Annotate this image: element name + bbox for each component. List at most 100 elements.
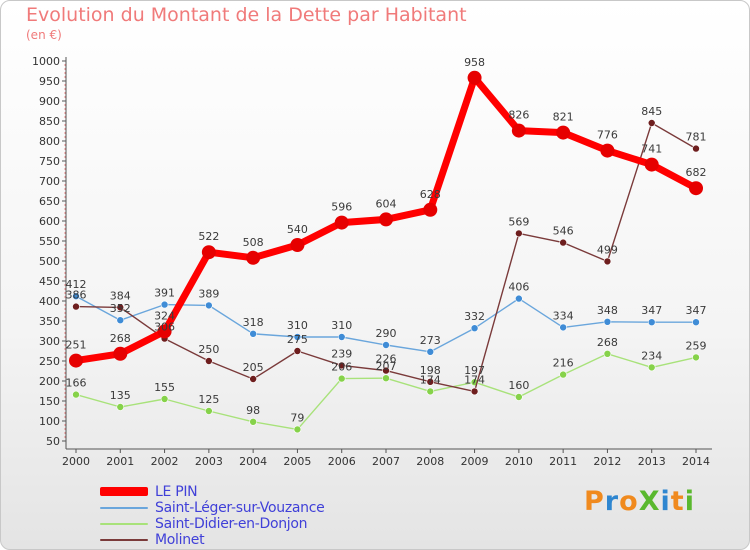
y-minor-tick [64, 188, 66, 190]
y-tick-label: 950 [39, 75, 60, 88]
data-point [603, 257, 612, 266]
y-minor-tick [64, 116, 66, 118]
y-tick-label: 250 [39, 355, 60, 368]
legend-swatch-saint-didier [100, 523, 148, 525]
y-tick-label: 750 [39, 155, 60, 168]
series-line-3 [75, 122, 697, 393]
logo-letter: o [619, 486, 639, 517]
data-label: 290 [376, 327, 397, 340]
data-label: 776 [597, 129, 618, 142]
y-minor-tick [64, 204, 66, 206]
data-label: 596 [331, 201, 352, 214]
data-point [647, 318, 656, 327]
data-point [467, 70, 482, 85]
y-minor-tick [64, 392, 66, 394]
y-minor-tick [64, 196, 66, 198]
data-point [337, 374, 346, 383]
y-minor-tick [64, 64, 66, 66]
data-point [116, 403, 125, 411]
legend-label: Saint-Léger-sur-Vouzance [155, 500, 325, 516]
y-minor-tick [64, 168, 66, 170]
data-label: 348 [597, 304, 618, 317]
y-minor-tick [64, 368, 66, 370]
data-point [249, 375, 257, 383]
y-minor-tick [64, 112, 66, 114]
legend-label: Molinet [155, 532, 205, 548]
data-point [160, 395, 169, 403]
data-label: 546 [553, 225, 574, 238]
data-label: 198 [420, 364, 441, 377]
data-point [644, 157, 659, 172]
logo-letter: X [638, 486, 661, 517]
data-point [293, 333, 302, 341]
legend-label: Saint-Didier-en-Donjon [155, 516, 308, 532]
y-minor-tick [64, 416, 66, 418]
data-label: 332 [464, 310, 485, 323]
x-tick-label: 2003 [195, 455, 223, 468]
data-label: 522 [198, 230, 219, 243]
data-label: 79 [290, 411, 304, 424]
y-minor-tick [64, 344, 66, 346]
legend-swatch-le-pin [100, 487, 148, 496]
y-minor-tick [64, 144, 66, 146]
data-point [600, 143, 615, 158]
y-minor-tick [64, 108, 66, 110]
data-label: 389 [198, 287, 219, 300]
data-point [290, 238, 305, 252]
proxiti-logo: ProXiti [584, 486, 695, 517]
data-label: 310 [331, 319, 352, 332]
data-label: 628 [420, 188, 441, 201]
data-point [692, 318, 700, 327]
chart-subtitle: (en €) [26, 28, 62, 42]
data-point [382, 374, 390, 383]
data-point [116, 316, 125, 325]
y-minor-tick [64, 276, 66, 278]
data-label: 499 [597, 243, 618, 256]
y-minor-tick [64, 68, 66, 70]
data-point [334, 215, 349, 230]
y-tick-label: 100 [39, 415, 60, 428]
logo-letter: P [584, 486, 605, 517]
y-minor-tick [64, 192, 66, 194]
y-minor-tick [64, 304, 66, 306]
y-minor-tick [64, 132, 66, 134]
data-label: 781 [686, 131, 707, 144]
data-label: 259 [686, 339, 707, 352]
data-label: 310 [287, 319, 308, 332]
y-minor-tick [64, 124, 66, 126]
data-label: 155 [154, 381, 175, 394]
y-minor-tick [64, 76, 66, 78]
y-minor-tick [64, 388, 66, 390]
data-label: 508 [243, 236, 264, 249]
data-label: 98 [246, 404, 260, 417]
y-minor-tick [64, 332, 66, 334]
data-label: 384 [110, 289, 131, 302]
data-label: 207 [376, 360, 397, 373]
y-minor-tick [64, 424, 66, 426]
data-point [293, 347, 302, 355]
y-minor-tick [64, 308, 66, 310]
y-tick-label: 800 [39, 135, 60, 148]
x-tick-label: 2006 [328, 455, 356, 468]
x-tick-label: 2010 [505, 455, 533, 468]
data-point [249, 329, 257, 338]
data-point [692, 144, 700, 153]
y-minor-tick [64, 328, 66, 330]
data-label: 205 [243, 361, 264, 374]
y-minor-tick [64, 176, 66, 178]
y-minor-tick [64, 356, 66, 358]
data-point [426, 377, 435, 386]
y-minor-tick [64, 432, 66, 434]
data-point [559, 323, 567, 332]
data-point [293, 425, 302, 434]
y-tick-label: 150 [39, 395, 60, 408]
data-point [559, 370, 567, 379]
y-minor-tick [64, 436, 66, 438]
y-minor-tick [64, 184, 66, 186]
data-point [556, 125, 571, 140]
data-label: 250 [198, 343, 219, 356]
x-tick-label: 2013 [638, 455, 666, 468]
y-minor-tick [64, 288, 66, 290]
data-point [470, 387, 479, 396]
